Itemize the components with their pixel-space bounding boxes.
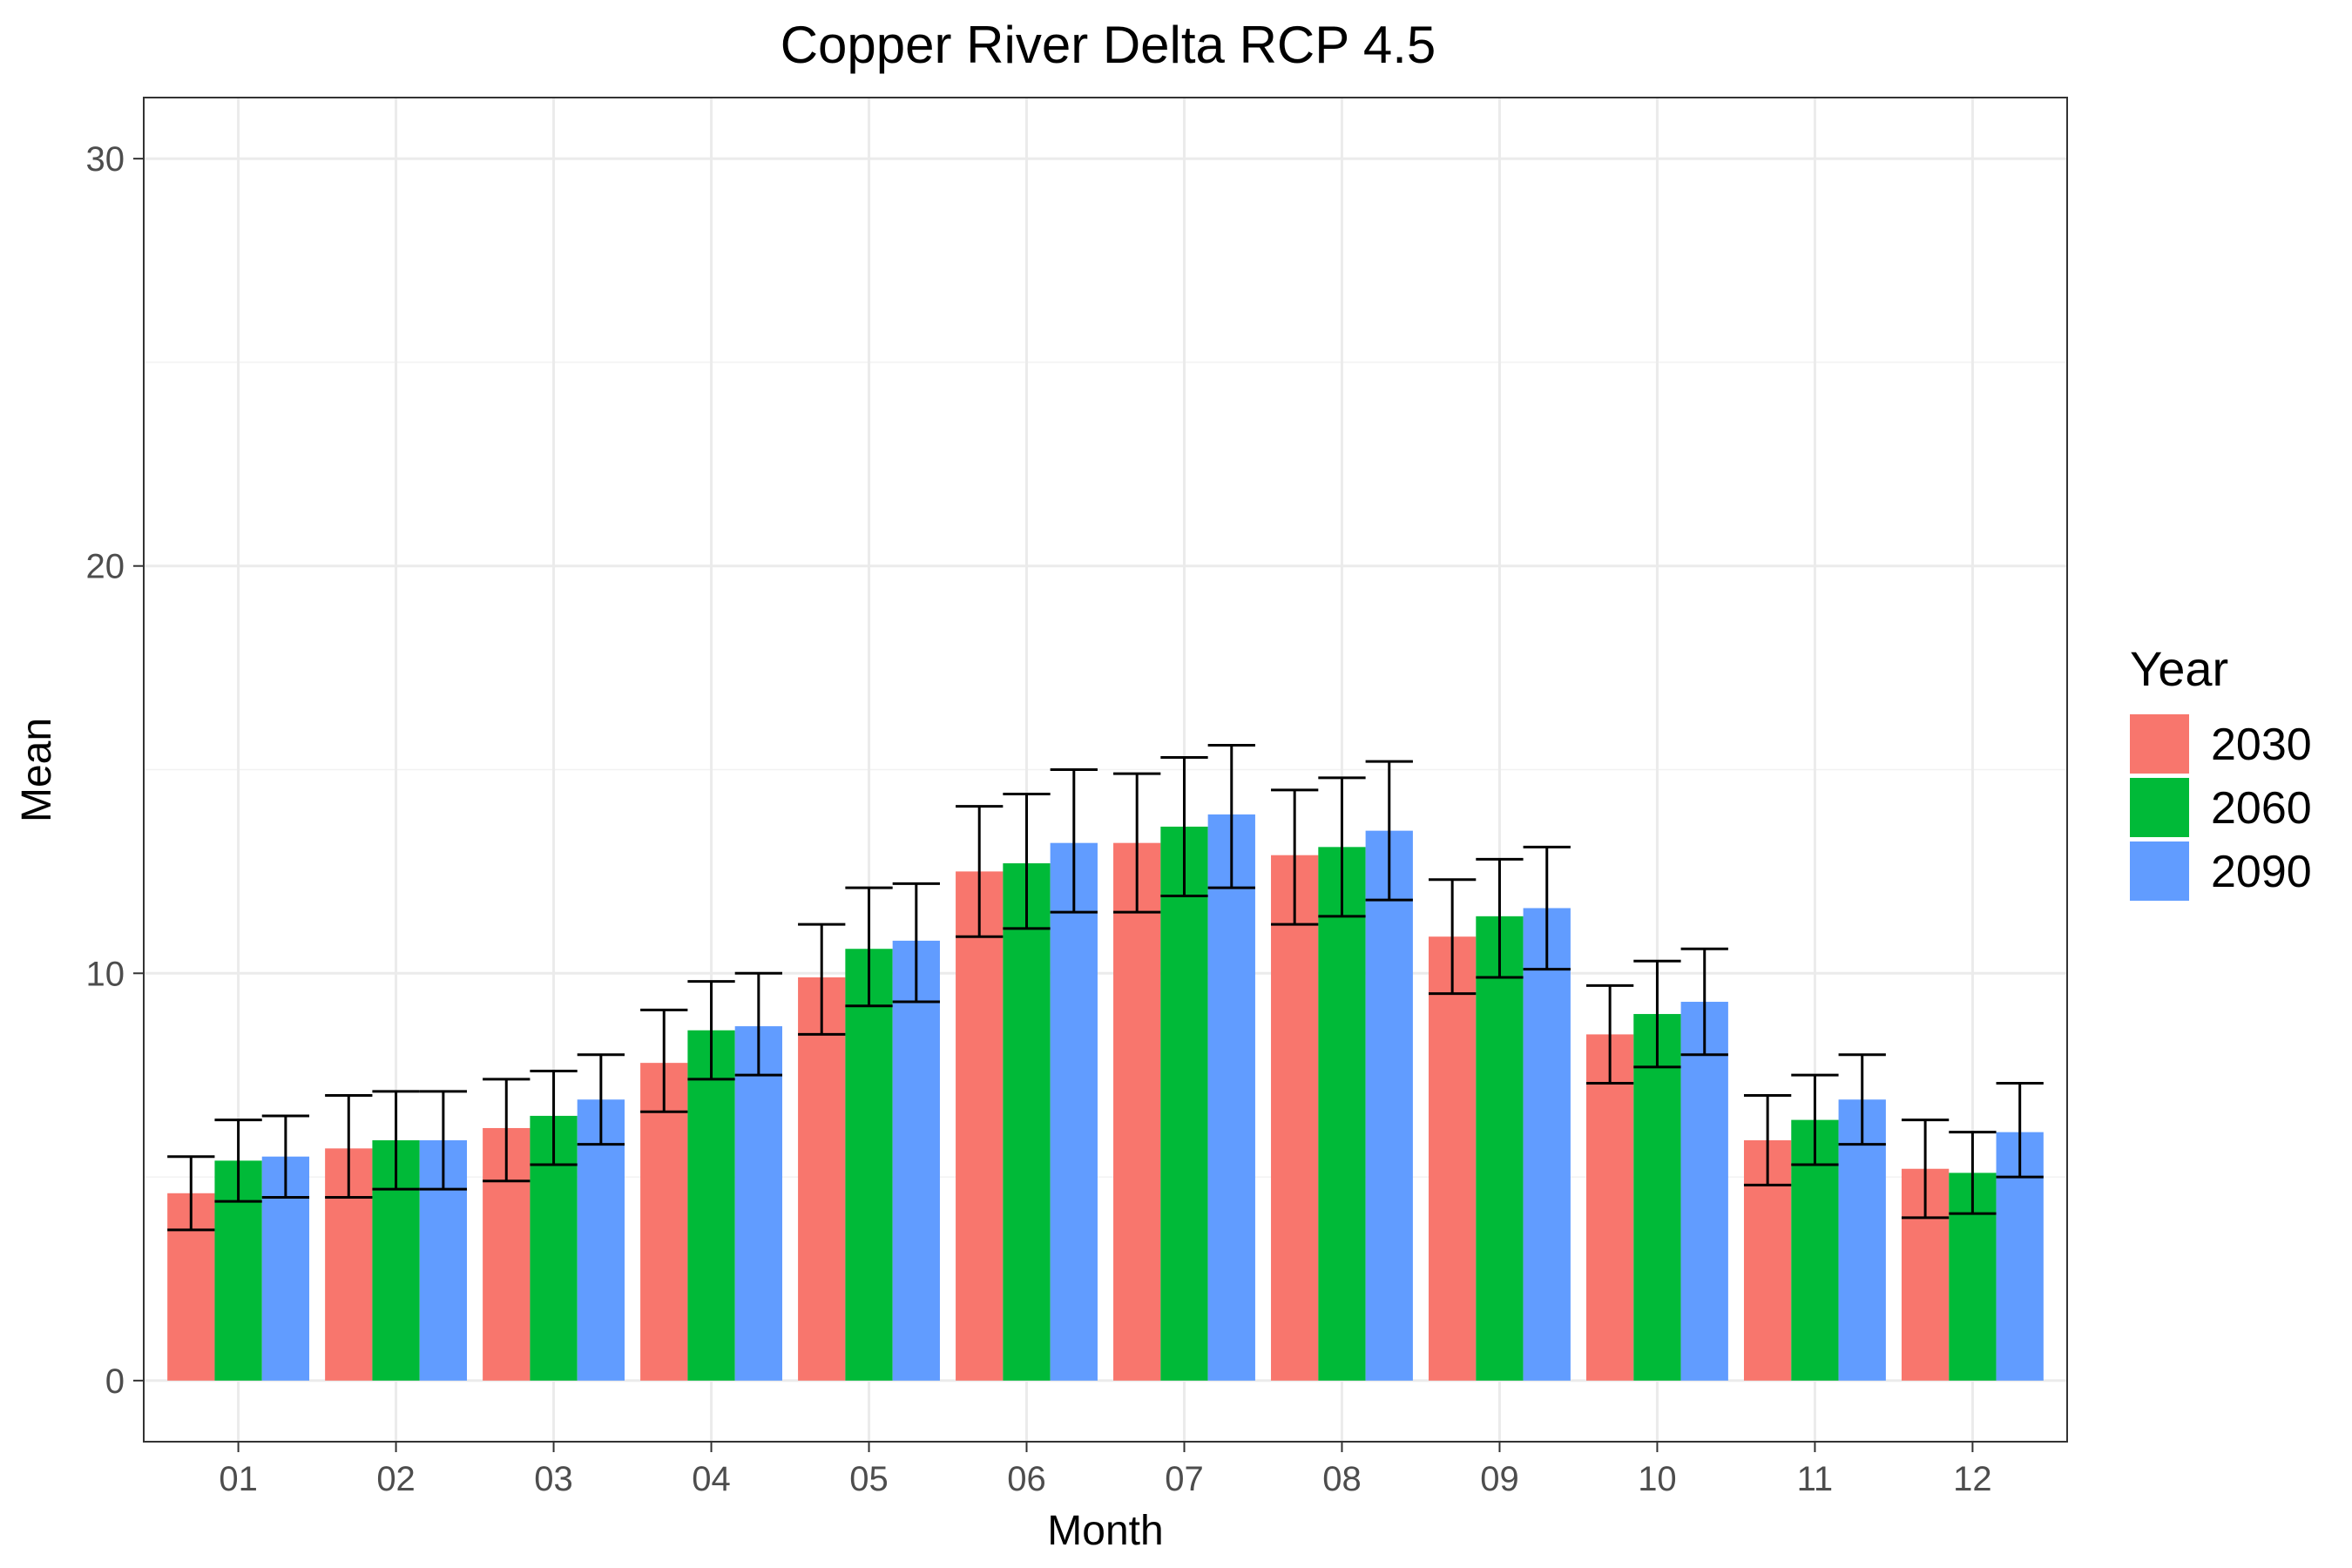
errorbar-2090-06 — [1050, 768, 1098, 914]
bar-2090-05 — [892, 940, 940, 1381]
legend-title: Year — [2130, 641, 2228, 696]
errorbar-2090-12 — [1996, 1082, 2044, 1179]
errorbar-2090-08 — [1365, 760, 1413, 902]
errorbar-2090-02 — [419, 1090, 468, 1191]
x-tick-label: 12 — [1953, 1460, 1992, 1498]
y-tick-label: 30 — [86, 140, 125, 179]
errorbar-2090-10 — [1680, 947, 1728, 1057]
bar-2060-10 — [1633, 1014, 1681, 1381]
errorbar-2060-06 — [1003, 793, 1051, 930]
errorbar-2030-04 — [640, 1008, 688, 1113]
y-tick-label: 10 — [86, 955, 125, 993]
legend-label: 2030 — [2211, 720, 2312, 770]
bar-2030-08 — [1271, 855, 1319, 1381]
x-tick-label: 09 — [1480, 1460, 1519, 1498]
legend-swatch — [2130, 778, 2189, 837]
errorbar-2060-10 — [1633, 959, 1681, 1069]
x-tick-label: 04 — [692, 1460, 731, 1498]
errorbar-2060-12 — [1949, 1131, 1997, 1215]
x-tick-label: 03 — [534, 1460, 573, 1498]
legend-item-2030: 2030 — [2130, 714, 2312, 774]
bar-2090-03 — [577, 1099, 625, 1381]
errorbar-2090-04 — [734, 971, 782, 1077]
y-axis: 0 10 20 30 — [86, 140, 144, 1401]
errorbar-2090-03 — [577, 1053, 625, 1146]
x-tick-label: 05 — [849, 1460, 889, 1498]
plot-border — [143, 97, 2068, 1443]
bar-2030-06 — [956, 871, 1004, 1381]
errorbar-2030-12 — [1901, 1119, 1950, 1220]
x-tick-label: 06 — [1007, 1460, 1046, 1498]
y-tick-label: 20 — [86, 548, 125, 586]
bar-2090-11 — [1838, 1099, 1886, 1381]
errorbar-2030-07 — [1113, 772, 1161, 914]
legend-swatch — [2130, 841, 2189, 901]
legend: Year 2030 2060 2090 — [2130, 641, 2312, 901]
bar-layer — [167, 814, 2044, 1381]
bar-2060-06 — [1003, 863, 1051, 1381]
errorbar-2060-03 — [530, 1070, 578, 1166]
legend-label: 2090 — [2211, 847, 2312, 897]
errorbar-2030-11 — [1743, 1094, 1792, 1186]
bar-2060-09 — [1476, 916, 1524, 1381]
errorbar-2030-05 — [798, 923, 846, 1036]
errorbar-2090-07 — [1207, 743, 1255, 889]
errorbar-2030-10 — [1586, 983, 1634, 1085]
errorbar-2030-08 — [1271, 788, 1319, 926]
errorbar-2060-02 — [372, 1090, 420, 1191]
errorbar-2060-04 — [687, 980, 735, 1081]
errorbar-2030-09 — [1429, 878, 1477, 996]
legend-label: 2060 — [2211, 783, 2312, 834]
y-tick-label: 0 — [105, 1362, 125, 1401]
bar-2030-10 — [1586, 1034, 1634, 1381]
x-tick-label: 10 — [1638, 1460, 1677, 1498]
errorbar-2030-02 — [325, 1094, 373, 1199]
y-axis-title: Mean — [14, 718, 60, 822]
errorbar-2090-09 — [1523, 845, 1571, 971]
bar-2090-04 — [734, 1026, 782, 1381]
bar-2090-08 — [1365, 830, 1413, 1381]
x-tick-label: 02 — [376, 1460, 416, 1498]
bar-2060-05 — [845, 949, 893, 1381]
bar-2030-07 — [1113, 842, 1161, 1381]
bar-2090-07 — [1207, 814, 1255, 1381]
errorbar-2060-08 — [1318, 776, 1366, 918]
errorbar-2030-01 — [167, 1155, 215, 1232]
errorbar-2030-03 — [483, 1078, 531, 1183]
bar-2030-09 — [1429, 936, 1477, 1381]
bar-2030-05 — [798, 977, 846, 1381]
bar-2090-06 — [1050, 842, 1098, 1381]
legend-swatch — [2130, 714, 2189, 774]
errorbar-layer — [167, 743, 2044, 1232]
bar-2090-09 — [1523, 908, 1571, 1381]
legend-item-2060: 2060 — [2130, 778, 2312, 837]
chart-title: Copper River Delta RCP 4.5 — [781, 16, 1436, 74]
legend-items: 2030 2060 2090 — [2130, 714, 2312, 901]
bar-2030-04 — [640, 1063, 688, 1381]
plot-panel — [143, 97, 2068, 1443]
x-tick-label: 07 — [1165, 1460, 1204, 1498]
bar-2090-10 — [1680, 1002, 1728, 1381]
x-tick-label: 08 — [1322, 1460, 1362, 1498]
errorbar-2030-06 — [956, 805, 1004, 938]
errorbar-2060-11 — [1791, 1073, 1839, 1166]
bar-2060-07 — [1160, 826, 1208, 1381]
x-axis: 01 02 03 04 05 06 07 08 09 10 11 12 — [219, 1442, 1992, 1498]
errorbar-2090-01 — [261, 1114, 310, 1199]
x-tick-label: 11 — [1797, 1460, 1834, 1498]
legend-item-2090: 2090 — [2130, 841, 2312, 901]
errorbar-2060-01 — [214, 1119, 262, 1203]
errorbar-2060-07 — [1160, 755, 1208, 897]
errorbar-2090-11 — [1838, 1053, 1886, 1146]
errorbar-2060-05 — [845, 886, 893, 1008]
bar-2060-08 — [1318, 847, 1366, 1381]
x-tick-label: 01 — [219, 1460, 258, 1498]
bar-2060-04 — [687, 1030, 735, 1381]
errorbar-2090-05 — [892, 882, 940, 1004]
errorbar-2060-09 — [1476, 857, 1524, 979]
x-axis-title: Month — [1047, 1508, 1163, 1554]
